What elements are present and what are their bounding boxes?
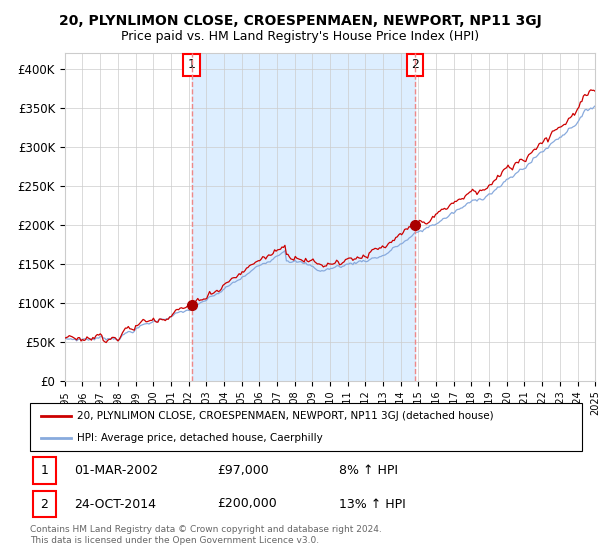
Text: 20, PLYNLIMON CLOSE, CROESPENMAEN, NEWPORT, NP11 3GJ (detached house): 20, PLYNLIMON CLOSE, CROESPENMAEN, NEWPO… xyxy=(77,411,494,421)
Text: HPI: Average price, detached house, Caerphilly: HPI: Average price, detached house, Caer… xyxy=(77,433,323,443)
Text: 8% ↑ HPI: 8% ↑ HPI xyxy=(339,464,398,477)
Text: 2: 2 xyxy=(411,58,419,71)
Text: 24-OCT-2014: 24-OCT-2014 xyxy=(74,497,156,511)
Text: Price paid vs. HM Land Registry's House Price Index (HPI): Price paid vs. HM Land Registry's House … xyxy=(121,30,479,43)
FancyBboxPatch shape xyxy=(33,491,56,517)
Text: 01-MAR-2002: 01-MAR-2002 xyxy=(74,464,158,477)
Text: £97,000: £97,000 xyxy=(218,464,269,477)
FancyBboxPatch shape xyxy=(33,457,56,484)
FancyBboxPatch shape xyxy=(30,403,582,451)
Text: 20, PLYNLIMON CLOSE, CROESPENMAEN, NEWPORT, NP11 3GJ: 20, PLYNLIMON CLOSE, CROESPENMAEN, NEWPO… xyxy=(59,14,541,28)
Bar xyxy=(191,53,415,381)
Text: 13% ↑ HPI: 13% ↑ HPI xyxy=(339,497,406,511)
Text: Contains HM Land Registry data © Crown copyright and database right 2024.
This d: Contains HM Land Registry data © Crown c… xyxy=(30,525,382,545)
Text: £200,000: £200,000 xyxy=(218,497,277,511)
Text: 1: 1 xyxy=(40,464,48,477)
Text: 1: 1 xyxy=(188,58,196,71)
Text: 2: 2 xyxy=(40,497,48,511)
